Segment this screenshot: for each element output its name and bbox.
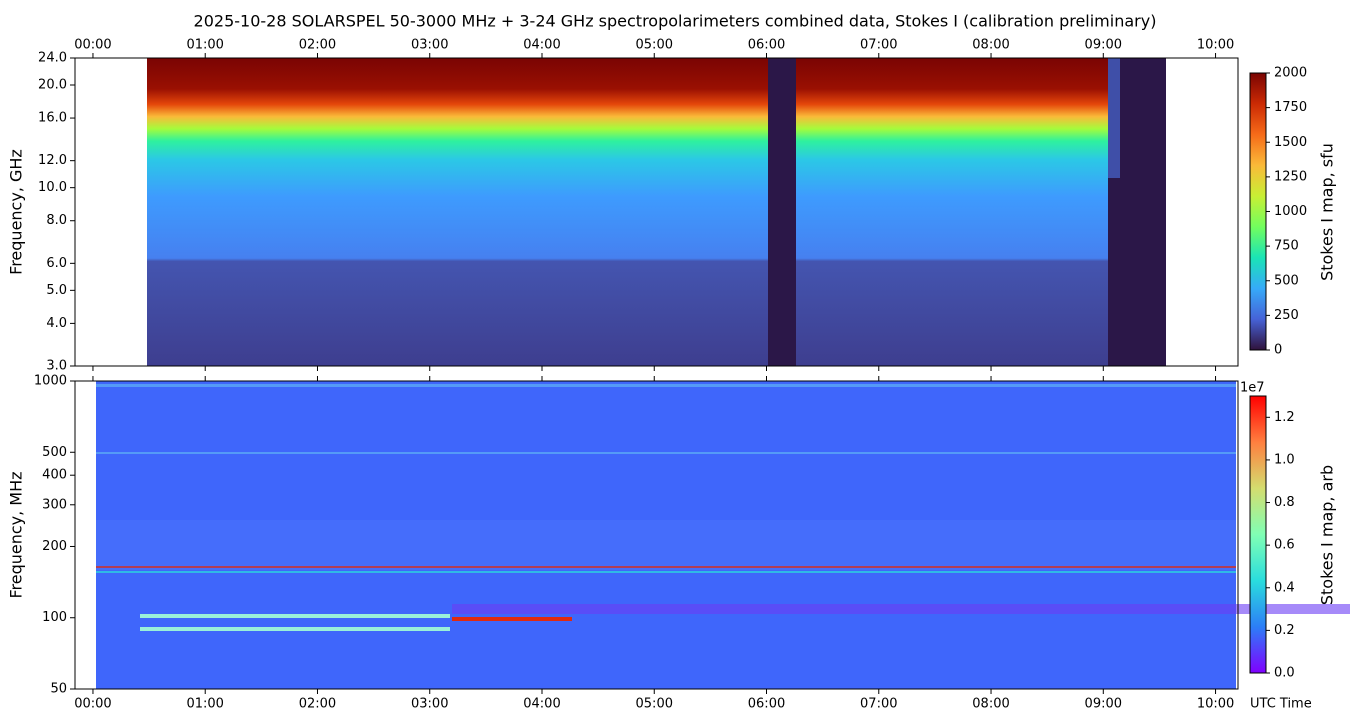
y-tick-label: 24.0 [38,51,67,66]
y-tick-label: 400 [42,468,67,483]
y-tick-label: 12.0 [38,153,67,168]
colorbar-tick-label: 1750 [1274,100,1307,115]
x-tick-label: 06:00 [748,38,785,53]
x-tick-label: 00:00 [74,38,111,53]
spectrogram [96,58,1350,689]
x-tick-label: 04:00 [523,697,560,712]
y-axis-label: Frequency, MHz [7,471,26,598]
colorbar-tick-label: 0.4 [1274,580,1295,595]
colorbar-tick-label: 250 [1274,308,1299,323]
y-tick-label: 100 [42,610,67,625]
colorbar-tick-label: 0.2 [1274,623,1295,638]
x-tick-label: 02:00 [299,38,336,53]
x-tick-label: 05:00 [636,697,673,712]
y-tick-label: 16.0 [38,111,67,126]
x-tick-label: 09:00 [1085,38,1122,53]
x-axis-label: UTC Time [1250,697,1312,712]
plot-frame [74,57,1239,367]
colorbar [1249,72,1267,351]
x-tick-label: 10:00 [1197,38,1234,53]
colorbar-tick-label: 0 [1274,343,1282,358]
colorbar-tick-label: 750 [1274,239,1299,254]
x-tick-label: 07:00 [860,697,897,712]
x-tick-label: 06:00 [748,697,785,712]
y-tick-label: 50 [50,682,67,697]
x-tick-label: 05:00 [636,38,673,53]
y-tick-label: 10.0 [38,180,67,195]
colorbar-tick-label: 1.0 [1274,452,1295,467]
colorbar-tick-label: 0.6 [1274,538,1295,553]
y-tick-label: 3.0 [46,359,67,374]
y-tick-label: 20.0 [38,78,67,93]
y-tick-label: 300 [42,497,67,512]
colorbar-tick-label: 500 [1274,273,1299,288]
colorbar-tick-label: 0.8 [1274,495,1295,510]
x-tick-label: 10:00 [1197,697,1234,712]
colorbar-offset: 1e7 [1240,381,1265,396]
x-tick-label: 01:00 [186,38,223,53]
y-tick-label: 6.0 [46,256,67,271]
colorbar-tick-label: 0.0 [1274,666,1295,681]
x-tick-label: 04:00 [523,38,560,53]
colorbar-tick-label: 2000 [1274,66,1307,81]
chart-title: 2025-10-28 SOLARSPEL 50-3000 MHz + 3-24 … [194,12,1157,31]
x-tick-label: 03:00 [411,38,448,53]
colorbar-label: Stokes I map, arb [1318,465,1337,605]
y-tick-label: 4.0 [46,316,67,331]
y-axis-label: Frequency, GHz [7,149,26,275]
x-tick-label: 02:00 [299,697,336,712]
colorbar [1249,395,1267,674]
y-tick-label: 5.0 [46,283,67,298]
colorbar-tick-label: 1500 [1274,135,1307,150]
x-tick-label: 07:00 [860,38,897,53]
x-tick-label: 00:00 [74,697,111,712]
colorbar-tick-label: 1250 [1274,169,1307,184]
x-tick-label: 03:00 [411,697,448,712]
x-tick-label: 01:00 [186,697,223,712]
colorbar-tick-label: 1.2 [1274,410,1295,425]
x-tick-label: 08:00 [972,697,1009,712]
x-tick-label: 09:00 [1085,697,1122,712]
x-tick-label: 08:00 [972,38,1009,53]
plot-frame [74,380,1239,690]
y-tick-label: 500 [42,445,67,460]
colorbar-tick-label: 1000 [1274,204,1307,219]
y-tick-label: 1000 [34,374,67,389]
y-tick-label: 8.0 [46,213,67,228]
colorbar-label: Stokes I map, sfu [1318,143,1337,281]
y-tick-label: 200 [42,539,67,554]
